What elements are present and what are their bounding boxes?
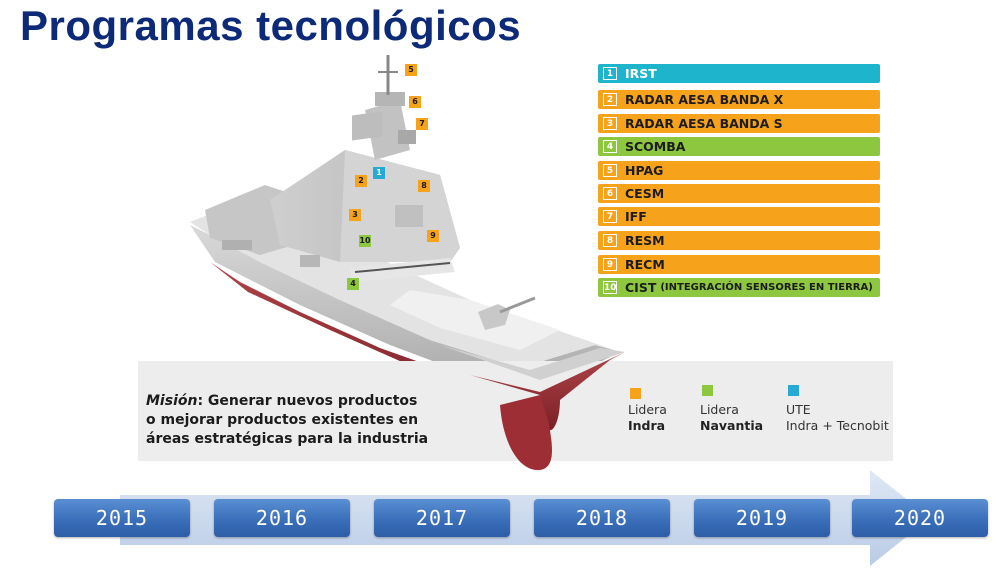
program-number: 8 <box>603 234 617 247</box>
program-number: 5 <box>603 164 617 177</box>
legend-indra-line2: Indra <box>628 418 666 433</box>
program-label: HPAG <box>625 163 664 178</box>
program-item-hpag: 5 HPAG <box>598 161 880 180</box>
program-item-radar-s: 3 RADAR AESA BANDA S <box>598 114 880 133</box>
ship-marker-6: 6 <box>409 96 421 108</box>
program-item-irst: 1 IRST <box>598 64 880 83</box>
year-2018: 2018 <box>534 499 670 537</box>
ship-marker-1: 1 <box>373 167 385 179</box>
program-item-radar-x: 2 RADAR AESA BANDA X <box>598 90 880 109</box>
ship-marker-10: 10 <box>359 235 371 247</box>
mission-line-3: áreas estratégicas para la industria <box>146 431 429 447</box>
program-label: CIST <box>625 280 657 295</box>
mission-statement: Misión: Generar nuevos productos o mejor… <box>146 392 446 449</box>
program-item-cist: 10 CIST (INTEGRACIÓN SENSORES EN TIERRA) <box>598 278 880 297</box>
program-number: 6 <box>603 187 617 200</box>
program-item-iff: 7 IFF <box>598 207 880 226</box>
program-label: RADAR AESA BANDA X <box>625 92 784 107</box>
program-number: 7 <box>603 210 617 223</box>
legend-navantia: Lidera Navantia <box>700 402 763 434</box>
program-label: CESM <box>625 186 665 201</box>
program-extra: (INTEGRACIÓN SENSORES EN TIERRA) <box>660 282 873 293</box>
year-2015: 2015 <box>54 499 190 537</box>
program-label: RESM <box>625 233 665 248</box>
year-2017: 2017 <box>374 499 510 537</box>
legend-indra: Lidera Indra <box>628 402 667 434</box>
program-item-scomba: 4 SCOMBA <box>598 137 880 156</box>
ship-marker-3: 3 <box>349 209 361 221</box>
legend-indra-swatch <box>630 388 641 399</box>
ship-marker-2: 2 <box>355 175 367 187</box>
legend-navantia-line2: Navantia <box>700 418 764 433</box>
ship-marker-8: 8 <box>418 180 430 192</box>
program-label: RADAR AESA BANDA S <box>625 116 783 131</box>
legend-ute-line2: Indra + Tecnobit <box>786 418 889 433</box>
program-label: SCOMBA <box>625 139 686 154</box>
program-number: 2 <box>603 93 617 106</box>
mission-line-2: o mejorar productos existentes en <box>146 412 419 428</box>
legend-ute-swatch <box>788 385 799 396</box>
program-number: 1 <box>603 67 617 80</box>
ship-marker-9: 9 <box>427 230 439 242</box>
program-number: 3 <box>603 117 617 130</box>
mission-line-1: : Generar nuevos productos <box>197 393 418 409</box>
legend-navantia-line1: Lidera <box>700 402 739 417</box>
legend-ute: UTE Indra + Tecnobit <box>786 402 889 434</box>
program-item-cesm: 6 CESM <box>598 184 880 203</box>
program-number: 4 <box>603 140 617 153</box>
program-item-resm: 8 RESM <box>598 231 880 250</box>
legend-ute-line1: UTE <box>786 402 811 417</box>
ship-marker-7: 7 <box>416 118 428 130</box>
program-number: 10 <box>603 281 617 294</box>
legend-navantia-swatch <box>702 385 713 396</box>
program-number: 9 <box>603 258 617 271</box>
year-2019: 2019 <box>694 499 830 537</box>
ship-marker-4: 4 <box>347 278 359 290</box>
page-title: Programas tecnológicos <box>20 2 522 49</box>
program-label: RECM <box>625 257 665 272</box>
program-label: IRST <box>625 66 657 81</box>
ship-marker-5: 5 <box>405 64 417 76</box>
program-item-recm: 9 RECM <box>598 255 880 274</box>
mission-label: Misión <box>146 393 198 409</box>
year-2020: 2020 <box>852 499 988 537</box>
program-label: IFF <box>625 209 647 224</box>
year-2016: 2016 <box>214 499 350 537</box>
legend-indra-line1: Lidera <box>628 402 667 417</box>
